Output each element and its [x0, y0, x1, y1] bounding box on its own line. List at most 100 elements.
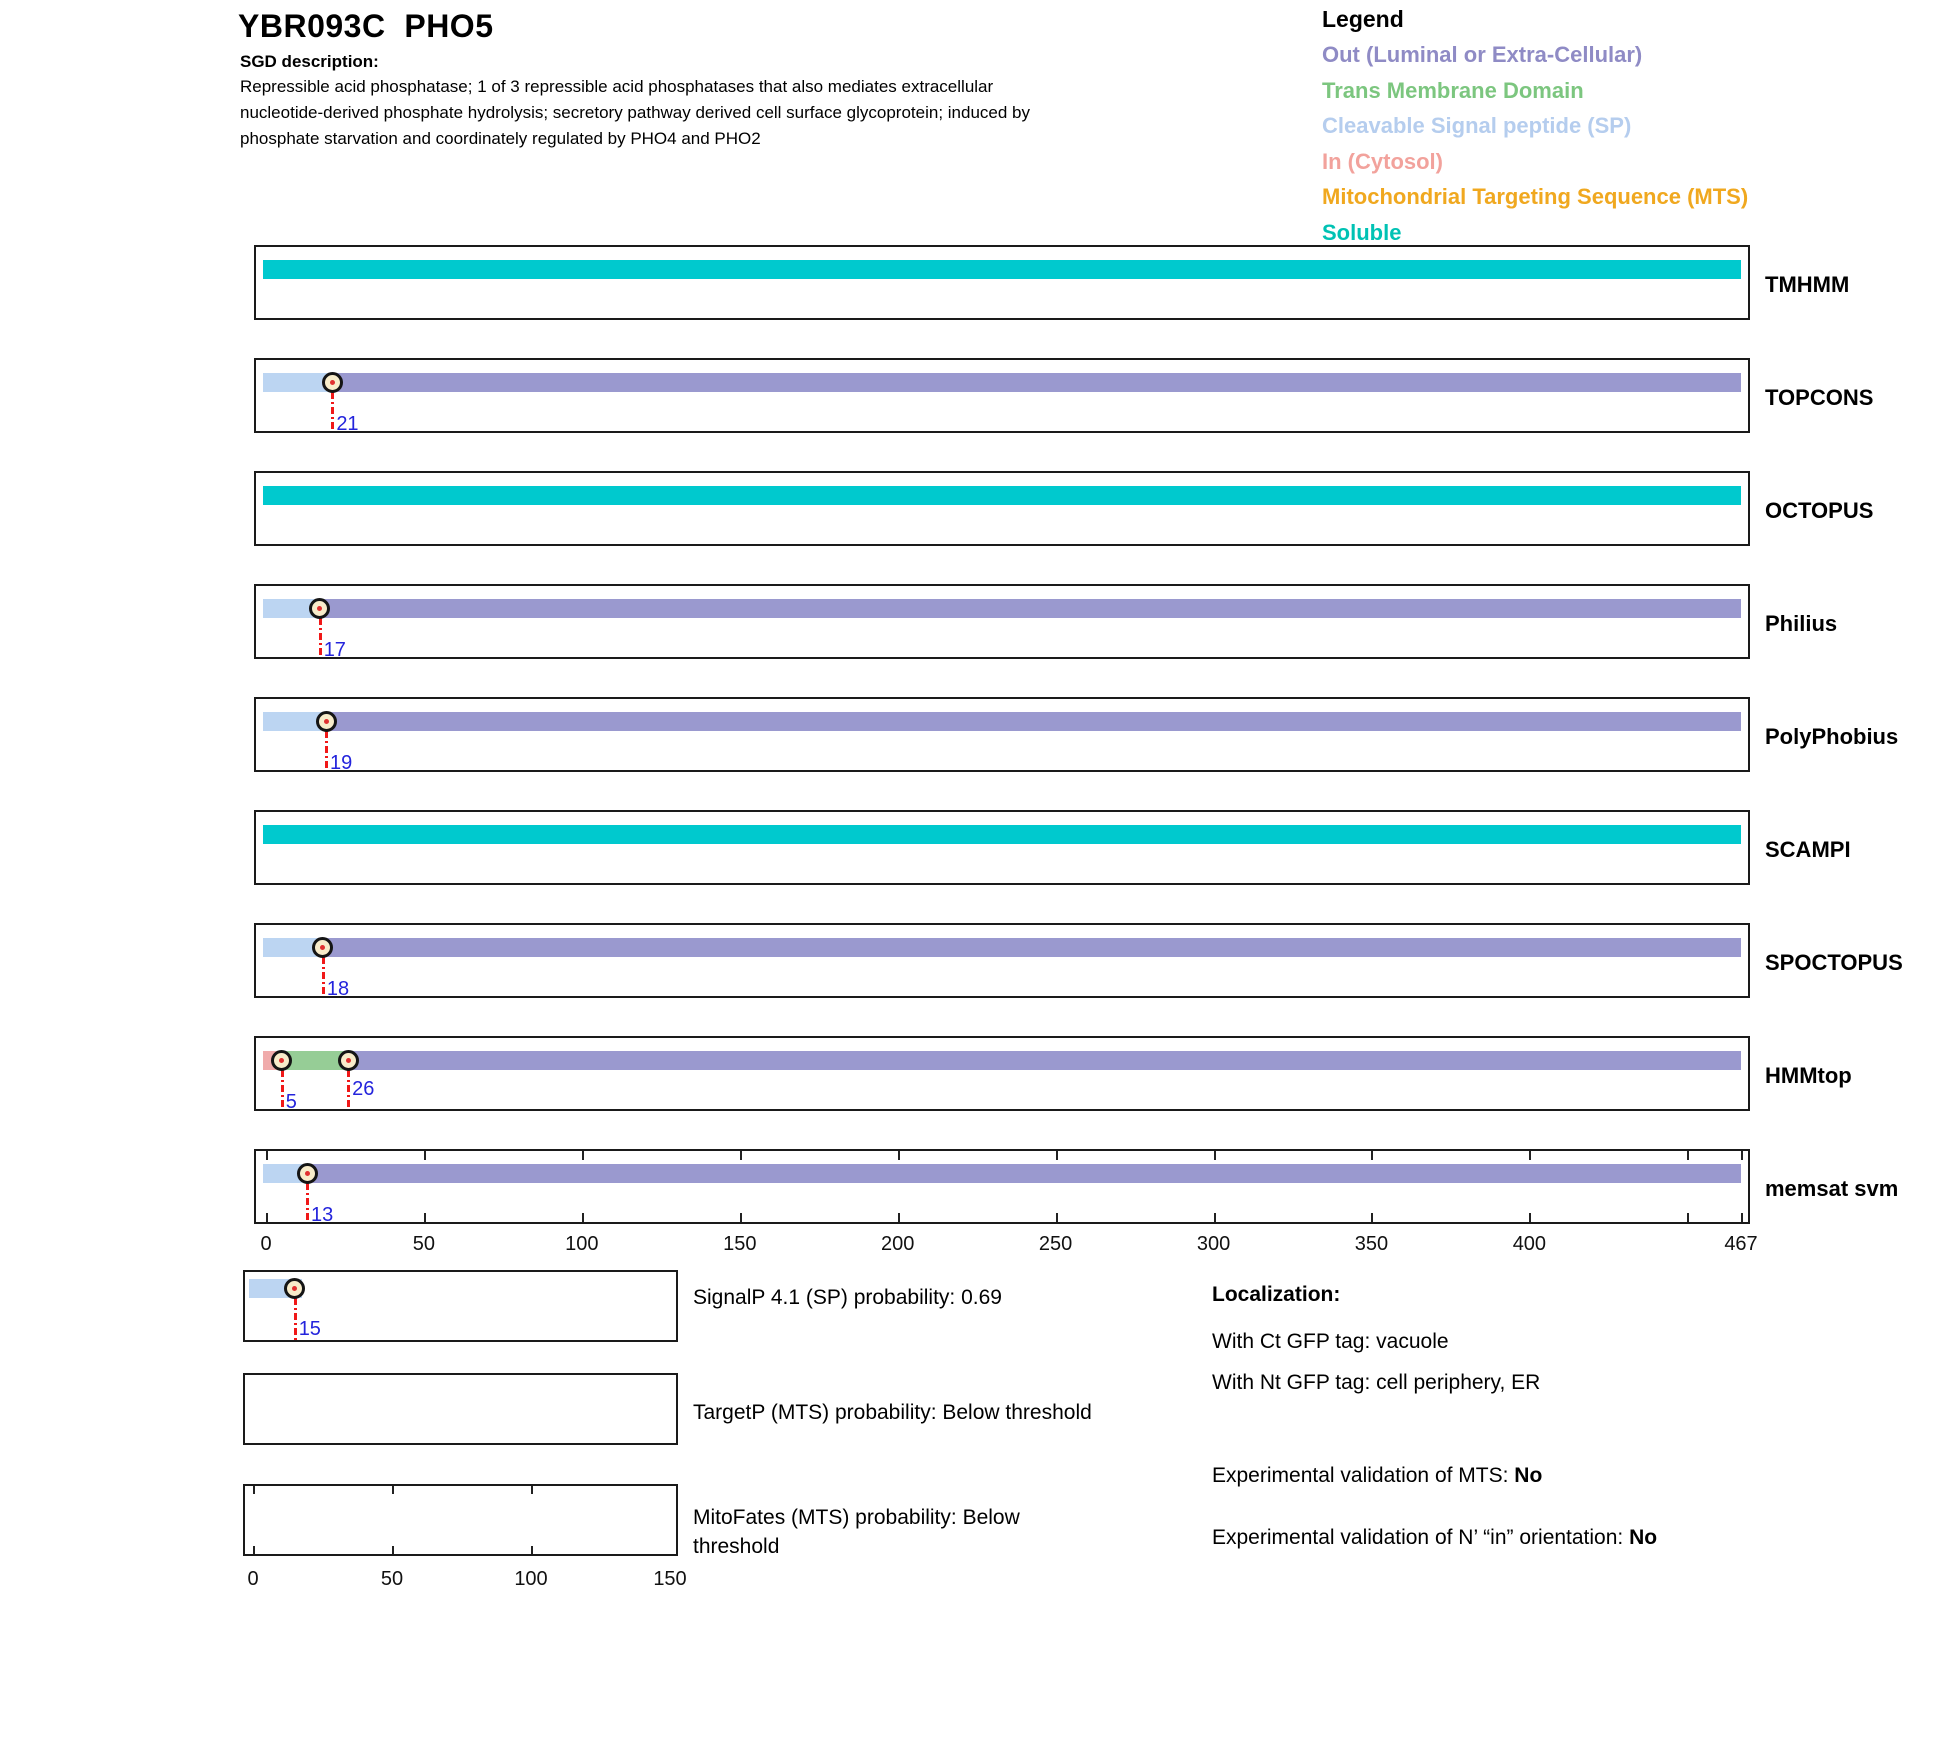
segment-tm: [281, 1051, 349, 1070]
axis-tick: [1529, 1151, 1532, 1160]
segment-sp: [263, 373, 333, 392]
axis-tick: [739, 1213, 742, 1222]
segment-out: [348, 1051, 1741, 1070]
track-box-hmmtop: [254, 1036, 1750, 1111]
legend-item-sp: Cleavable Signal peptide (SP): [1322, 113, 1632, 138]
segment-soluble: [263, 825, 1741, 844]
track-label-topcons: TOPCONS: [1765, 385, 1874, 410]
page-title: YBR093C PHO5: [238, 8, 494, 44]
track-box-scampi: [254, 810, 1750, 885]
sgd-description-text: Repressible acid phosphatase; 1 of 3 rep…: [240, 77, 1030, 148]
boundary-marker-line: [318, 618, 322, 657]
axis-tick: [1371, 1213, 1374, 1222]
mts-validation-label: Experimental validation of MTS:: [1212, 1464, 1515, 1487]
legend-item-out: Out (Luminal or Extra-Cellular): [1322, 42, 1643, 67]
boundary-marker-line: [280, 1070, 284, 1109]
sub-axis-tick-label: 150: [653, 1568, 687, 1590]
boundary-marker: [284, 1278, 306, 1299]
main-axis-tick-label: 200: [881, 1233, 915, 1255]
segment-sp: [263, 599, 320, 618]
axis-tick: [266, 1213, 268, 1222]
legend-title: Legend: [1322, 6, 1404, 32]
position-label: 18: [326, 978, 350, 1000]
main-axis-tick-label: 467: [1724, 1233, 1758, 1255]
nt-gfp-tag-line: With Nt GFP tag: cell periphery, ER: [1212, 1371, 1541, 1394]
boundary-marker-line: [325, 731, 328, 770]
axis-tick: [581, 1213, 584, 1222]
segment-out: [322, 938, 1741, 957]
boundary-marker: [312, 937, 334, 958]
track-label-polyphobius: PolyPhobius: [1765, 724, 1899, 749]
main-axis-tick-label: 0: [260, 1233, 272, 1255]
track-label-spoctopus: SPOCTOPUS: [1765, 950, 1903, 975]
position-label: 5: [285, 1091, 297, 1113]
axis-tick: [739, 1151, 742, 1160]
axis-tick: [1741, 1213, 1743, 1222]
axis-tick: [423, 1151, 426, 1160]
main-axis-tick-label: 50: [412, 1233, 436, 1255]
track-label-philius: Philius: [1765, 611, 1838, 636]
ct-gfp-tag-line: With Ct GFP tag: vacuole: [1212, 1330, 1449, 1353]
legend-item-soluble: Soluble: [1322, 219, 1402, 245]
mts-validation-value: No: [1514, 1464, 1543, 1487]
position-label: 26: [352, 1078, 375, 1100]
axis-tick: [531, 1546, 533, 1554]
boundary-marker: [271, 1050, 293, 1071]
segment-soluble: [263, 260, 1741, 279]
subchart-box-mitofates: [243, 1484, 678, 1556]
axis-tick: [531, 1486, 533, 1494]
segment-out: [319, 599, 1741, 618]
targetp-caption: TargetP (MTS) probability: Below thresho…: [693, 1401, 1092, 1424]
position-label: 17: [323, 639, 346, 661]
axis-tick: [1687, 1151, 1690, 1160]
axis-tick: [423, 1213, 426, 1222]
sub-axis-tick-label: 0: [247, 1568, 259, 1590]
segment-sp: [263, 712, 326, 731]
track-label-scampi: SCAMPI: [1765, 837, 1851, 862]
legend: Out (Luminal or Extra-Cellular) Trans Mem…: [1322, 37, 1748, 250]
signalp-caption: SignalP 4.1 (SP) probability: 0.69: [693, 1286, 1002, 1309]
axis-tick: [253, 1546, 255, 1554]
main-axis-tick-label: 250: [1038, 1233, 1073, 1255]
axis-tick: [392, 1486, 394, 1494]
sub-axis-tick-label: 100: [514, 1568, 548, 1590]
track-label-octopus: OCTOPUS: [1765, 498, 1874, 523]
track-box-topcons: [254, 358, 1750, 433]
axis-tick: [266, 1151, 268, 1160]
n-in-orientation-value: No: [1629, 1526, 1658, 1549]
boundary-marker: [315, 711, 337, 732]
segment-sp: [263, 1164, 308, 1183]
axis-tick: [1687, 1213, 1690, 1222]
segment-sp: [263, 938, 323, 957]
axis-tick: [581, 1151, 584, 1160]
position-label: 13: [311, 1204, 334, 1226]
legend-item-mts: Mitochondrial Targeting Sequence (MTS): [1322, 184, 1749, 209]
track-box-tmhmm: [254, 245, 1750, 320]
subchart-box-signalp: [243, 1270, 678, 1342]
track-label-tmhmm: TMHMM: [1765, 272, 1850, 297]
segment-out: [332, 373, 1741, 392]
axis-tick: [253, 1486, 255, 1494]
boundary-marker: [309, 598, 331, 619]
main-axis-tick-label: 300: [1196, 1233, 1231, 1255]
axis-tick: [1371, 1151, 1374, 1160]
axis-tick: [897, 1151, 900, 1160]
track-box-memsat-svm: [254, 1149, 1750, 1224]
boundary-marker: [296, 1163, 318, 1184]
n-in-orientation-label: Experimental validation of N’ “in” orien…: [1212, 1526, 1630, 1549]
n-in-orientation-validation-line: Experimental validation of N’ “in” orien…: [1212, 1526, 1657, 1550]
segment-out: [326, 712, 1741, 731]
subchart-box-targetp: [243, 1373, 678, 1445]
main-axis-tick-label: 400: [1512, 1233, 1547, 1255]
mitofates-caption: MitoFates (MTS) probability: Below thres…: [693, 1506, 1020, 1558]
position-label: 19: [330, 752, 353, 774]
axis-tick: [1055, 1151, 1058, 1160]
axis-tick: [1213, 1213, 1216, 1222]
track-label-memsat-svm: memsat svm: [1765, 1176, 1899, 1201]
position-label: 15: [298, 1318, 321, 1340]
boundary-marker: [337, 1050, 359, 1071]
mts-validation-line: Experimental validation of MTS: No: [1212, 1464, 1542, 1488]
axis-tick: [392, 1546, 394, 1554]
track-box-philius: [254, 584, 1750, 659]
axis-tick: [1529, 1213, 1532, 1222]
